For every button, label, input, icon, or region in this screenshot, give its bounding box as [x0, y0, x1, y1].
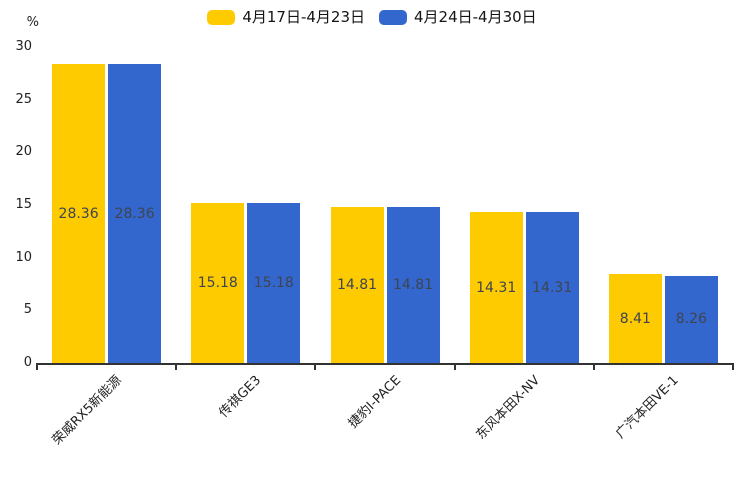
bar-value-label: 14.81	[392, 276, 434, 293]
x-axis-tick	[314, 365, 317, 370]
bar-week1-0: 28.36	[52, 64, 106, 363]
x-axis-category-label: 广汽本田VE-1	[613, 373, 683, 442]
bar-value-label: 15.18	[253, 275, 294, 292]
legend-item-week2[interactable]: 4月24日-4月30日	[379, 7, 537, 27]
bar-week1-1: 15.18	[191, 203, 245, 363]
legend-item-week1[interactable]: 4月17日-4月23日	[207, 7, 365, 27]
y-axis-tick-label: 20	[15, 144, 32, 160]
bar-value-label: 14.31	[476, 279, 517, 296]
bar-week1-2: 14.81	[330, 207, 384, 363]
bar-value-label: 8.26	[675, 311, 707, 328]
y-axis-tick-label: 25	[15, 91, 32, 107]
bar-week2-4: 8.26	[664, 275, 718, 363]
bar-value-label: 14.31	[532, 279, 573, 296]
bar-value-label: 14.81	[336, 276, 378, 293]
x-axis-category-label: 传祺GE3	[216, 373, 265, 421]
x-axis-category-label: 东风本田X-NV	[473, 373, 543, 443]
bar-value-label: 28.36	[58, 205, 99, 222]
bar-week1-4: 8.41	[608, 274, 662, 363]
x-axis-tick	[36, 365, 38, 370]
bar-week2-2: 14.81	[386, 207, 440, 363]
y-axis-tick-label: 30	[15, 39, 32, 54]
bar-value-label: 8.41	[619, 310, 651, 327]
y-axis-tick-label: 15	[15, 197, 32, 212]
x-axis-tick	[592, 365, 595, 370]
bar-week2-3: 14.31	[525, 212, 579, 363]
bar-week2-1: 15.18	[247, 203, 301, 363]
legend-label-week1: 4月17日-4月23日	[242, 8, 365, 26]
x-axis-tick	[175, 365, 178, 370]
bar-week2-0: 28.36	[108, 64, 162, 363]
x-axis-category-label: 捷豹I-PACE	[345, 373, 404, 432]
y-axis-tick-label: 10	[15, 249, 32, 265]
y-axis-tick-label: 0	[23, 355, 32, 370]
x-axis-tick	[453, 365, 456, 370]
legend-swatch-week1	[207, 9, 236, 25]
y-axis-tick-label: 5	[23, 302, 32, 318]
x-axis-line	[36, 363, 734, 365]
bar-value-label: 28.36	[114, 205, 155, 222]
y-axis-unit-label: %	[26, 15, 39, 30]
x-axis-tick	[732, 365, 734, 370]
legend-label-week2: 4月24日-4月30日	[414, 8, 537, 26]
bar-value-label: 15.18	[197, 275, 238, 292]
legend: 4月17日-4月23日 4月24日-4月30日	[0, 7, 744, 27]
bar-week1-3: 14.31	[469, 212, 523, 363]
x-axis-category-label: 荣威RX5新能源	[50, 373, 126, 449]
legend-swatch-week2	[379, 9, 407, 25]
